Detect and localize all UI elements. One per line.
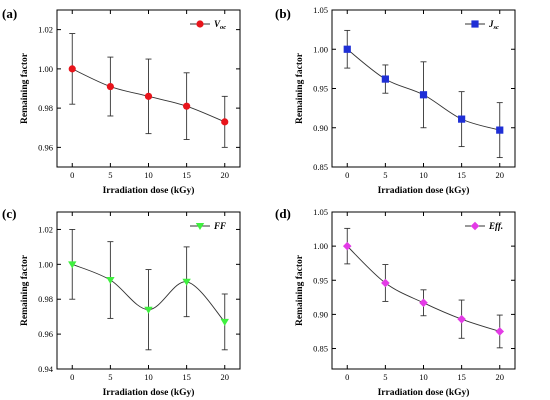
x-axis-label: Irradiation dose (kGy) <box>103 185 195 196</box>
x-tick-label: 5 <box>383 170 387 180</box>
data-point <box>68 65 76 73</box>
panel-label: (b) <box>275 6 291 21</box>
y-tick-label: 1.02 <box>38 25 53 35</box>
y-tick-label: 0.95 <box>313 84 328 94</box>
y-tick-label: 1.02 <box>38 224 53 234</box>
y-tick-label: 1.00 <box>38 259 53 269</box>
data-point <box>144 306 153 314</box>
legend: FF <box>190 221 226 231</box>
data-point <box>68 261 77 269</box>
legend-marker <box>195 223 205 230</box>
chart-panel-4: (d) 0 5 10 15 20 0.85 0.90 0.95 1.00 1.05 Irradiati… <box>275 206 516 398</box>
y-tick-label: 0.95 <box>313 275 328 285</box>
y-tick-label: 0.98 <box>38 103 53 113</box>
x-tick-label: 10 <box>419 372 428 382</box>
x-axis-label: Irradiation dose (kGy) <box>103 387 195 398</box>
x-tick-label: 15 <box>457 372 466 382</box>
series-line <box>346 245 500 332</box>
y-axis-label: Remaining factor <box>295 52 305 124</box>
x-tick-label: 5 <box>383 372 387 382</box>
data-point <box>106 82 114 91</box>
y-tick-label: 0.90 <box>313 123 328 133</box>
chart-panel-1: (a) 0 5 10 15 20 0.96 0.98 1.00 1.02 Irradiation d… <box>2 6 241 196</box>
legend-marker <box>470 221 480 231</box>
y-tick-label: 0.85 <box>313 162 328 172</box>
x-tick-label: 5 <box>108 372 112 382</box>
data-point <box>220 318 229 326</box>
data-point <box>381 278 390 288</box>
legend-label: Jsc <box>488 19 499 31</box>
x-tick-label: 0 <box>345 170 349 180</box>
data-point <box>182 278 191 286</box>
data-point <box>221 118 229 126</box>
legend: Voc <box>190 19 226 31</box>
x-tick-label: 0 <box>70 170 74 180</box>
x-tick-label: 15 <box>457 170 466 180</box>
legend-label: Eff. <box>488 221 503 231</box>
data-point <box>144 92 153 100</box>
x-tick-label: 15 <box>182 170 191 180</box>
data-point <box>381 75 389 83</box>
y-tick-label: 1.00 <box>313 241 328 251</box>
y-tick-label: 1.00 <box>313 44 328 54</box>
data-point <box>457 314 466 324</box>
data-point <box>419 298 428 308</box>
y-tick-label: 0.96 <box>38 329 53 339</box>
x-axis-label: Irradiation dose (kGy) <box>378 185 470 196</box>
x-tick-label: 0 <box>345 372 349 382</box>
y-tick-label: 1.05 <box>313 5 328 15</box>
x-tick-label: 10 <box>144 170 153 180</box>
data-point <box>496 126 504 134</box>
chart-panel-2: (b) 0 5 10 15 20 0.85 0.90 0.95 1.00 1.05 Irradiati… <box>275 5 516 196</box>
x-tick-label: 15 <box>182 372 191 382</box>
legend-marker <box>196 20 204 28</box>
y-tick-label: 0.85 <box>313 344 328 354</box>
x-tick-label: 0 <box>70 372 74 382</box>
x-tick-label: 20 <box>496 372 505 382</box>
legend: Jsc <box>465 19 499 31</box>
legend-label: Voc <box>214 19 226 31</box>
legend: Eff. <box>465 221 503 231</box>
data-point <box>183 102 191 110</box>
data-point <box>342 241 352 251</box>
y-tick-label: 0.90 <box>313 309 328 319</box>
y-tick-label: 0.98 <box>38 294 53 304</box>
x-tick-label: 10 <box>419 170 428 180</box>
legend-label: FF <box>213 221 226 231</box>
y-tick-label: 0.94 <box>38 364 54 374</box>
legend-marker <box>471 20 479 28</box>
x-tick-label: 10 <box>144 372 153 382</box>
panel-label: (c) <box>2 206 16 221</box>
chart-panel-3: (c) 0 5 10 15 20 0.94 0.96 0.98 1.00 1.02 Irradiati… <box>2 206 241 398</box>
data-point <box>343 45 351 53</box>
x-axis-label: Irradiation dose (kGy) <box>378 387 470 398</box>
panel-label: (d) <box>275 206 291 221</box>
data-point <box>106 277 115 285</box>
y-axis-label: Remaining factor <box>20 254 30 326</box>
panel-label: (a) <box>2 6 17 21</box>
y-axis-label: Remaining factor <box>295 254 305 326</box>
y-tick-label: 1.00 <box>38 64 53 74</box>
data-point <box>458 115 466 123</box>
data-point <box>419 91 428 99</box>
x-tick-label: 20 <box>221 170 230 180</box>
x-tick-label: 20 <box>496 170 505 180</box>
data-point <box>495 327 505 336</box>
y-axis-label: Remaining factor <box>20 52 30 124</box>
x-tick-label: 20 <box>221 372 230 382</box>
x-tick-label: 5 <box>108 170 112 180</box>
y-tick-label: 0.96 <box>38 142 53 152</box>
y-tick-label: 1.05 <box>313 207 328 217</box>
